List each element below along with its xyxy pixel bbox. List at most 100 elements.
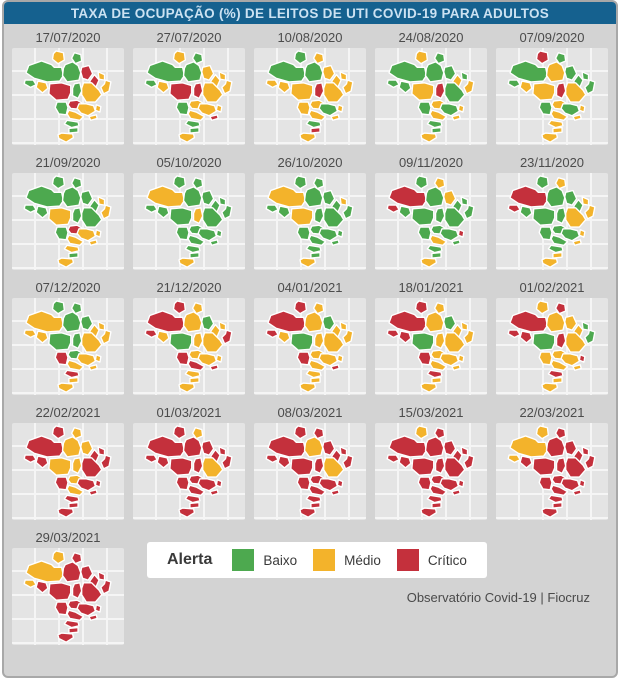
map-date: 10/08/2020 [277,30,343,45]
state-bahia [444,206,466,228]
state-tocantins [71,81,83,99]
state-acre [265,78,279,88]
state-maranhao [564,439,578,456]
state-parana [426,119,443,128]
brazil-map-svg [23,49,112,143]
state-roraima [414,299,429,314]
state-acre [265,453,279,463]
state-tocantins [192,331,204,349]
state-rondonia [398,79,412,94]
map-date: 07/12/2020 [35,280,101,295]
state-mato-grosso-sul [538,225,553,240]
state-minas-gerais [76,477,97,491]
brazil-choropleth-map [254,298,366,395]
state-amapa [312,176,325,189]
state-rondonia [398,329,412,344]
map-cell: 18/01/2021 [375,278,487,395]
state-bahia [202,206,224,228]
state-para [182,185,203,208]
brazil-choropleth-map [12,298,124,395]
state-minas-gerais [439,227,460,241]
map-cell: 09/11/2020 [375,153,487,270]
state-tocantins [434,81,446,99]
state-rio-grande-sul [541,256,559,268]
state-maranhao [564,314,578,331]
state-bahia [565,81,587,103]
state-santa-catarina [552,501,563,509]
state-para [545,310,566,333]
map-date: 26/10/2020 [277,155,343,170]
state-roraima [535,424,550,439]
state-rondonia [277,79,291,94]
brazil-choropleth-map [496,173,608,270]
brazil-map-svg [265,174,354,268]
brazil-choropleth-map [496,298,608,395]
map-cell: 08/03/2021 [254,403,366,520]
state-bahia [323,81,345,103]
state-roraima [51,549,66,564]
brazil-choropleth-map [254,48,366,145]
state-tocantins [434,456,446,474]
state-mato-grosso-sul [175,475,190,490]
state-espirito-santo [578,478,586,488]
state-rio-grande-sul [299,131,317,143]
state-rondonia [398,454,412,469]
state-amapa [70,551,83,564]
state-rondonia [156,454,170,469]
state-rio-grande-sul [299,506,317,518]
state-espirito-santo [457,228,465,238]
state-ceara [97,570,106,581]
state-ceara [97,70,106,81]
state-acre [23,203,37,213]
state-sao-paulo [308,484,327,496]
state-sao-paulo [429,109,448,121]
state-acre [386,203,400,213]
legend-item-label: Médio [344,552,381,568]
state-nordeste-coast [221,328,233,344]
map-cell: 04/01/2021 [254,278,366,395]
state-santa-catarina [189,251,200,259]
state-rio-de-janeiro [572,363,582,371]
state-minas-gerais [197,477,218,491]
state-amapa [554,176,567,189]
state-rio-de-janeiro [88,613,98,621]
state-amapa [554,51,567,64]
state-espirito-santo [215,103,223,113]
state-ceara [460,445,469,456]
state-para [545,435,566,458]
state-roraima [535,174,550,189]
state-minas-gerais [318,352,339,366]
state-mato-grosso-sul [296,100,311,115]
state-ceara [218,320,227,331]
state-minas-gerais [197,102,218,116]
state-sao-paulo [66,609,85,621]
state-bahia [81,81,103,103]
state-rio-grande-sul [299,256,317,268]
state-espirito-santo [94,478,102,488]
state-acre [386,453,400,463]
state-parana [63,369,80,378]
state-rio-de-janeiro [209,113,219,121]
state-acre [265,203,279,213]
state-roraima [414,424,429,439]
state-nordeste-coast [463,203,475,219]
state-rio-grande-sul [178,256,196,268]
state-rio-grande-sul [299,381,317,393]
brazil-map-svg [265,299,354,393]
state-minas-gerais [560,352,581,366]
state-ceara [218,70,227,81]
state-para [424,185,445,208]
state-acre [507,328,521,338]
state-parana [426,369,443,378]
map-cell: 27/07/2020 [133,28,245,145]
state-amapa [191,51,204,64]
state-mato-grosso [290,456,314,476]
state-acre [265,328,279,338]
state-minas-gerais [318,227,339,241]
state-bahia [81,581,103,603]
state-maranhao [80,189,94,206]
state-amapa [312,301,325,314]
state-nordeste-coast [342,78,354,94]
state-mato-grosso-sul [296,350,311,365]
map-cell: 22/02/2021 [12,403,124,520]
